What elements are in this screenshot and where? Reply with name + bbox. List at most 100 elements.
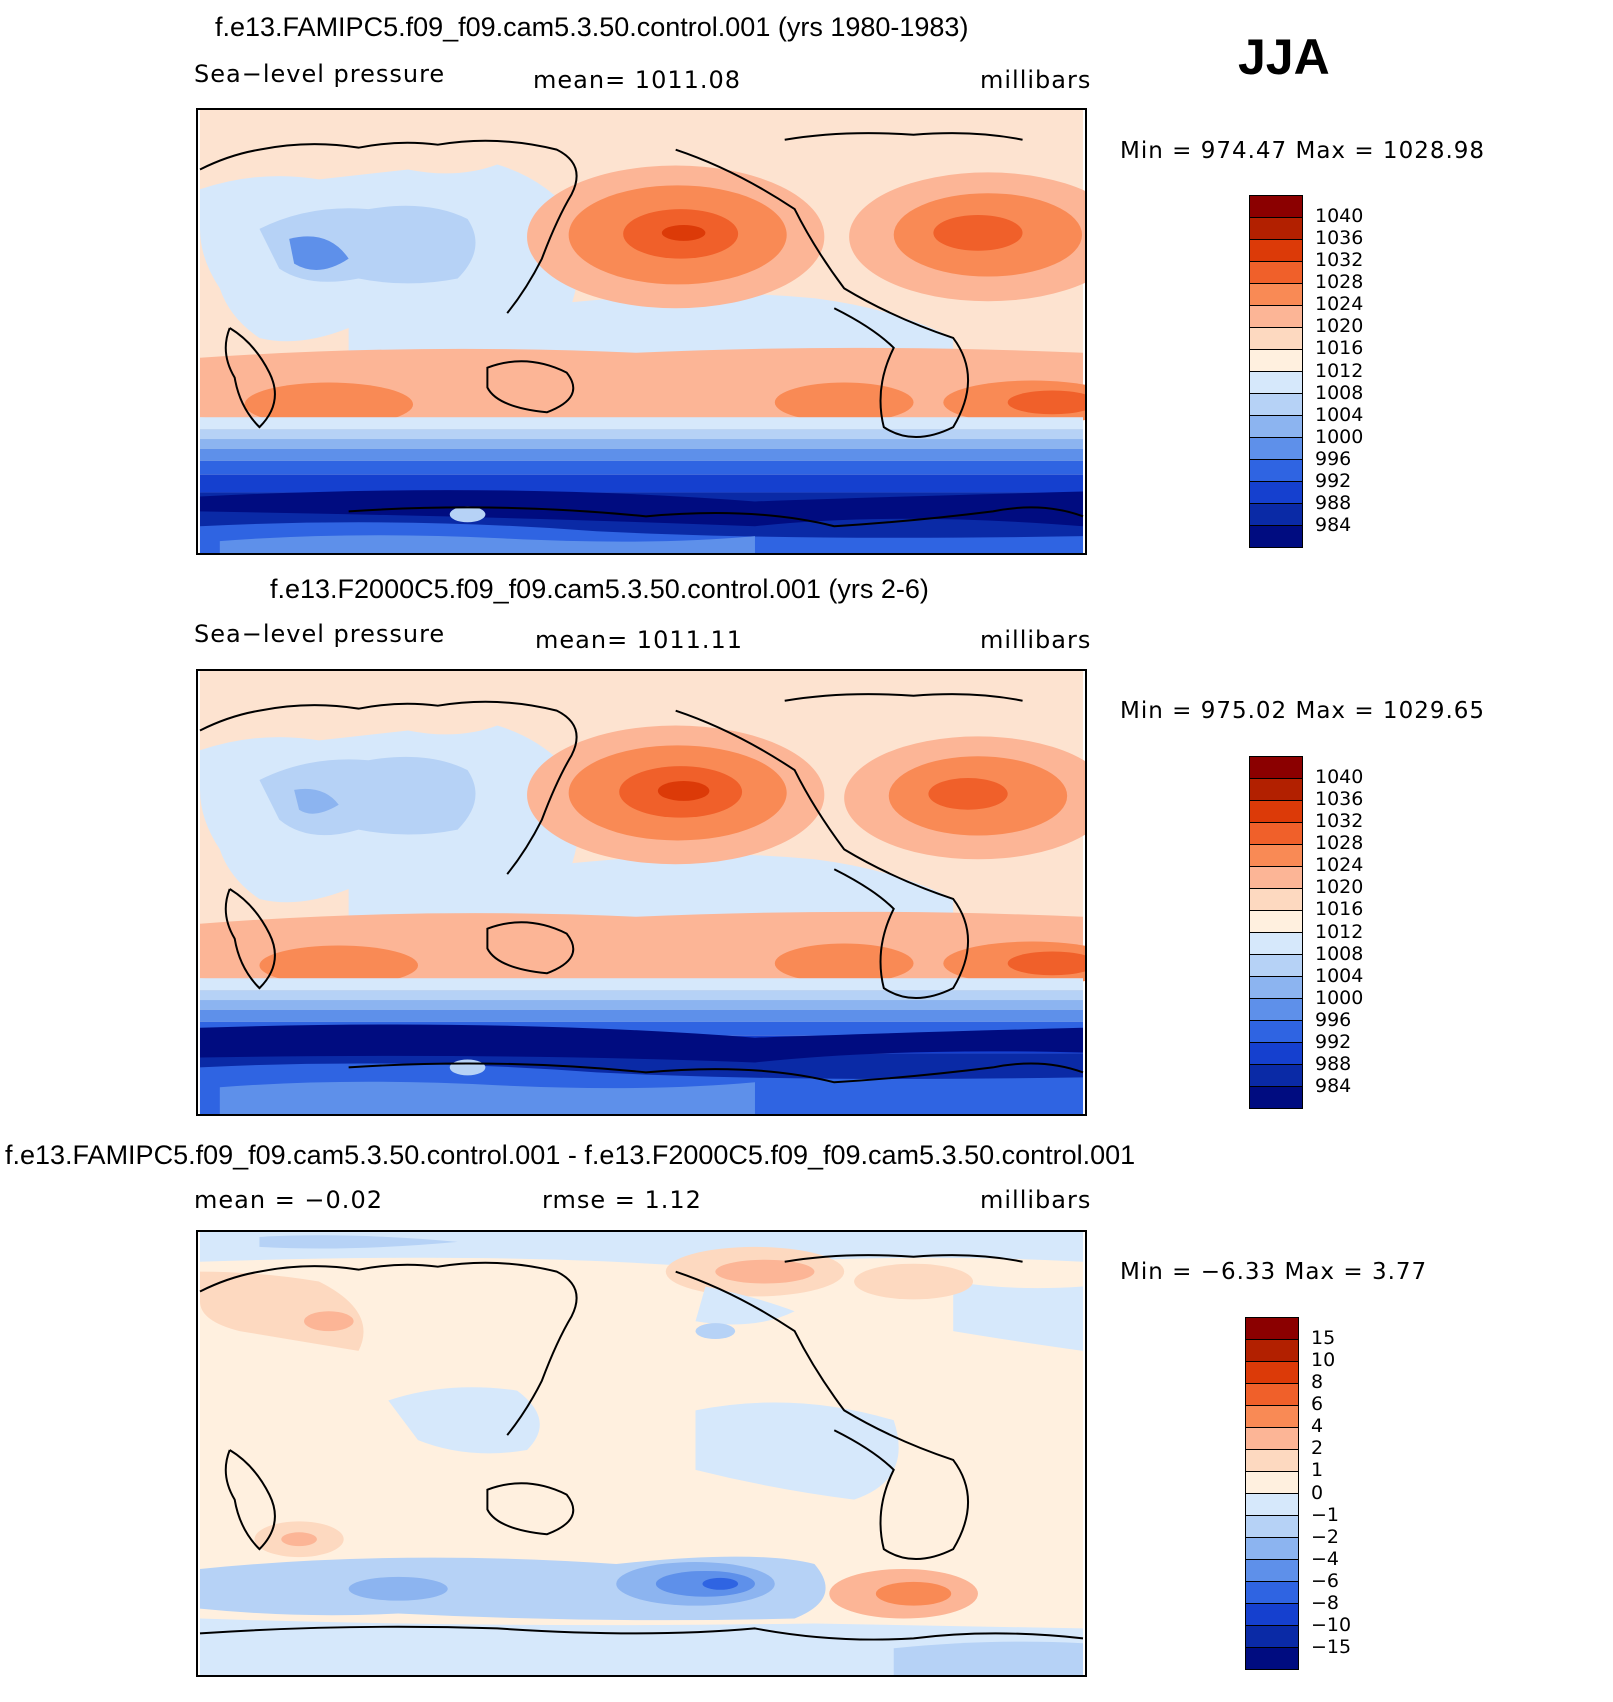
colorbar-tick-label: 1000 — [1315, 986, 1364, 1009]
colorbar-tick-label: 2 — [1311, 1437, 1324, 1460]
colorbar-cell — [1250, 932, 1302, 954]
colorbar-cell — [1250, 525, 1302, 547]
colorbar-cell — [1250, 393, 1302, 415]
colorbar-cell — [1250, 910, 1302, 932]
panel-1-mean-label: mean= 1011.08 — [533, 66, 742, 94]
colorbar-tick-label: −15 — [1311, 1635, 1352, 1658]
colorbar-cell — [1250, 866, 1302, 888]
panel-1-minmax: Min = 974.47 Max = 1028.98 — [1120, 138, 1486, 164]
colorbar-cell — [1250, 1020, 1302, 1042]
colorbar-cell — [1250, 305, 1302, 327]
colorbar-tick-label: 1012 — [1315, 359, 1364, 382]
colorbar-cell — [1250, 800, 1302, 822]
colorbar-tick-label: 8 — [1311, 1371, 1324, 1394]
panel-1-colorbar — [1249, 195, 1303, 548]
colorbar-cell — [1250, 196, 1302, 217]
colorbar-tick-label: 984 — [1315, 1074, 1352, 1097]
colorbar-cell — [1250, 503, 1302, 525]
colorbar-tick-label: 1000 — [1315, 425, 1364, 448]
colorbar-cell — [1250, 1064, 1302, 1086]
panel-3-units-label: millibars — [980, 1186, 1092, 1214]
panel-2-variable-label: Sea−level pressure — [194, 620, 446, 648]
panel-3-title: f.e13.FAMIPC5.f09_f09.cam5.3.50.control.… — [5, 1140, 1136, 1170]
colorbar-cell — [1246, 1318, 1298, 1339]
colorbar-cell — [1246, 1515, 1298, 1537]
colorbar-tick-label: −8 — [1311, 1591, 1340, 1614]
colorbar-cell — [1246, 1603, 1298, 1625]
colorbar-tick-label: −4 — [1311, 1547, 1340, 1570]
colorbar-tick-label: 1004 — [1315, 964, 1364, 987]
panel-3-colorbar-labels: 15 10 8 6 4 2 1 0 −1 −2 −4 −6 −8 −10 −15 — [1311, 1317, 1391, 1670]
colorbar-cell — [1250, 415, 1302, 437]
colorbar-tick-label: 1004 — [1315, 403, 1364, 426]
colorbar-tick-label: −6 — [1311, 1569, 1340, 1592]
panel-3-minmax: Min = −6.33 Max = 3.77 — [1120, 1259, 1428, 1285]
colorbar-tick-label: 1040 — [1315, 205, 1364, 228]
panel-3-colorbar-cells — [1246, 1318, 1298, 1669]
colorbar-cell — [1250, 757, 1302, 778]
colorbar-tick-label: 1024 — [1315, 854, 1364, 877]
colorbar-cell — [1250, 349, 1302, 371]
colorbar-cell — [1250, 371, 1302, 393]
panel-1-map — [196, 108, 1087, 555]
colorbar-cell — [1246, 1559, 1298, 1581]
panel-2-title: f.e13.F2000C5.f09_f09.cam5.3.50.control.… — [270, 574, 929, 604]
panel-1-title: f.e13.FAMIPC5.f09_f09.cam5.3.50.control.… — [215, 12, 969, 42]
colorbar-tick-label: 1 — [1311, 1459, 1324, 1482]
colorbar-cell — [1250, 778, 1302, 800]
panel-2-colorbar-labels: 1040 1036 1032 1028 1024 1020 1016 1012 1008 1004… — [1315, 756, 1395, 1109]
colorbar-tick-label: 1040 — [1315, 766, 1364, 789]
colorbar-cell — [1246, 1493, 1298, 1515]
panel-1-units-label: millibars — [980, 66, 1092, 94]
colorbar-tick-label: −10 — [1311, 1613, 1352, 1636]
colorbar-tick-label: 1020 — [1315, 876, 1364, 899]
colorbar-tick-label: 1012 — [1315, 920, 1364, 943]
panel-1-variable-label: Sea−level pressure — [194, 60, 446, 88]
colorbar-cell — [1246, 1581, 1298, 1603]
colorbar-tick-label: 1008 — [1315, 942, 1364, 965]
colorbar-tick-label: 6 — [1311, 1393, 1324, 1416]
panel-3-map — [196, 1230, 1087, 1677]
colorbar-tick-label: 1016 — [1315, 337, 1364, 360]
panel-2-units-label: millibars — [980, 626, 1092, 654]
colorbar-cell — [1250, 1086, 1302, 1108]
panel-1-colorbar-cells — [1250, 196, 1302, 547]
colorbar-tick-label: 1020 — [1315, 315, 1364, 338]
colorbar-tick-label: 1032 — [1315, 810, 1364, 833]
panel-2-colorbar — [1249, 756, 1303, 1109]
colorbar-tick-label: 988 — [1315, 1052, 1352, 1075]
colorbar-tick-label: −2 — [1311, 1525, 1340, 1548]
panel-2-minmax: Min = 975.02 Max = 1029.65 — [1120, 698, 1486, 724]
panel-3-rmse-label: rmse = 1.12 — [542, 1186, 702, 1214]
colorbar-tick-label: 15 — [1311, 1327, 1336, 1350]
colorbar-tick-label: −1 — [1311, 1503, 1340, 1526]
colorbar-tick-label: 4 — [1311, 1415, 1324, 1438]
colorbar-cell — [1250, 437, 1302, 459]
panel-2-mean-label: mean= 1011.11 — [535, 626, 744, 654]
colorbar-cell — [1250, 954, 1302, 976]
colorbar-tick-label: 1028 — [1315, 271, 1364, 294]
season-label: JJA — [1238, 29, 1330, 85]
colorbar-tick-label: 1028 — [1315, 832, 1364, 855]
colorbar-cell — [1246, 1405, 1298, 1427]
colorbar-tick-label: 984 — [1315, 513, 1352, 536]
colorbar-tick-label: 996 — [1315, 1008, 1352, 1031]
colorbar-cell — [1250, 481, 1302, 503]
colorbar-tick-label: 988 — [1315, 491, 1352, 514]
colorbar-cell — [1250, 888, 1302, 910]
colorbar-cell — [1246, 1339, 1298, 1361]
colorbar-cell — [1250, 327, 1302, 349]
colorbar-cell — [1250, 998, 1302, 1020]
panel-3-mean-label: mean = −0.02 — [194, 1186, 383, 1214]
panel-3-colorbar — [1245, 1317, 1299, 1670]
colorbar-cell — [1250, 976, 1302, 998]
panel-2-colorbar-cells — [1250, 757, 1302, 1108]
colorbar-tick-label: 1032 — [1315, 249, 1364, 272]
colorbar-cell — [1250, 822, 1302, 844]
colorbar-tick-label: 1024 — [1315, 293, 1364, 316]
colorbar-tick-label: 1036 — [1315, 227, 1364, 250]
colorbar-cell — [1250, 844, 1302, 866]
colorbar-cell — [1246, 1537, 1298, 1559]
colorbar-tick-label: 1016 — [1315, 898, 1364, 921]
colorbar-tick-label: 992 — [1315, 469, 1352, 492]
